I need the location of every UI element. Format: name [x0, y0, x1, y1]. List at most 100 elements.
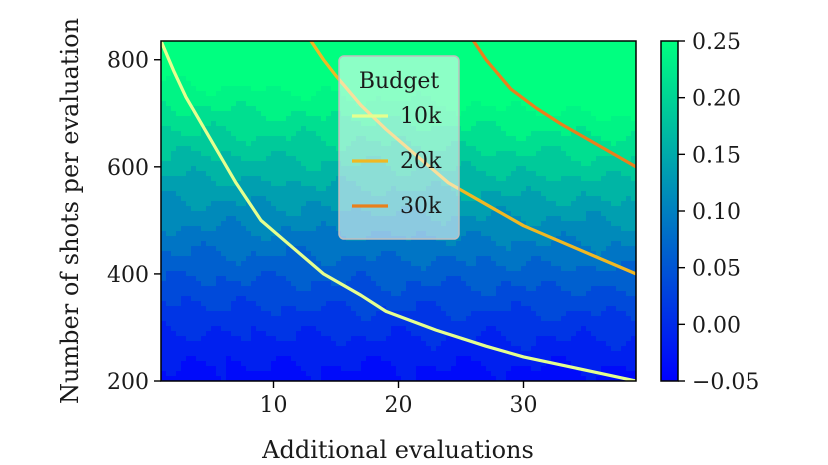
heatmap-cell — [581, 191, 587, 197]
heatmap-cell — [251, 146, 257, 152]
heatmap-cell — [431, 271, 437, 277]
heatmap-cell — [256, 146, 262, 152]
heatmap-cell — [176, 101, 182, 107]
heatmap-cell — [411, 251, 417, 257]
heatmap-cell — [231, 141, 237, 147]
heatmap-cell — [246, 266, 252, 272]
heatmap-cell — [476, 281, 482, 287]
heatmap-cell — [271, 126, 277, 132]
heatmap-cell — [281, 241, 287, 247]
heatmap-cell — [566, 281, 572, 287]
heatmap-cell — [611, 266, 617, 272]
heatmap-cell — [186, 266, 192, 272]
heatmap-cell — [171, 191, 177, 197]
heatmap-cell — [521, 141, 527, 147]
heatmap-cell — [581, 276, 587, 282]
heatmap-cell — [216, 241, 222, 247]
heatmap-cell — [516, 256, 522, 262]
heatmap-cell — [271, 156, 277, 162]
heatmap-cell — [611, 196, 617, 202]
heatmap-cell — [596, 151, 602, 157]
heatmap-cell — [221, 76, 227, 82]
heatmap-cell — [351, 271, 357, 277]
heatmap-cell — [551, 146, 557, 152]
heatmap-cell — [596, 216, 602, 222]
heatmap-cell — [236, 41, 242, 47]
heatmap-cell — [616, 121, 622, 127]
heatmap-cell — [266, 131, 272, 137]
heatmap-cell — [386, 246, 392, 252]
heatmap-cell — [206, 86, 212, 92]
heatmap-cell — [271, 116, 277, 122]
heatmap-cell — [561, 151, 567, 157]
heatmap-cell — [576, 291, 582, 297]
heatmap-cell — [601, 206, 607, 212]
heatmap-cell — [521, 166, 527, 172]
heatmap-cell — [271, 256, 277, 262]
heatmap-cell — [331, 301, 337, 307]
heatmap-cell — [596, 226, 602, 232]
heatmap-cell — [186, 111, 192, 117]
heatmap-cell — [511, 161, 517, 167]
heatmap-cell — [626, 136, 632, 142]
heatmap-cell — [326, 196, 332, 202]
heatmap-cell — [296, 266, 302, 272]
heatmap-cell — [611, 206, 617, 212]
heatmap-cell — [481, 261, 487, 267]
heatmap-cell — [561, 296, 567, 302]
heatmap-cell — [221, 71, 227, 77]
heatmap-cell — [161, 81, 167, 87]
heatmap-cell — [251, 261, 257, 267]
heatmap-cell — [191, 101, 197, 107]
heatmap-cell — [481, 86, 487, 92]
heatmap-cell — [601, 286, 607, 292]
heatmap-cell — [326, 216, 332, 222]
heatmap-cell — [511, 196, 517, 202]
heatmap-cell — [586, 186, 592, 192]
heatmap-cell — [286, 246, 292, 252]
heatmap-cell — [621, 106, 627, 112]
heatmap-cell — [536, 66, 542, 72]
heatmap-cell — [401, 41, 407, 47]
heatmap-cell — [256, 66, 262, 72]
heatmap-cell — [301, 266, 307, 272]
heatmap-cell — [241, 136, 247, 142]
heatmap-cell — [331, 266, 337, 272]
heatmap-cell — [421, 301, 427, 307]
heatmap-cell — [511, 221, 517, 227]
heatmap-cell — [521, 91, 527, 97]
heatmap-cell — [591, 66, 597, 72]
heatmap-cell — [261, 291, 267, 297]
heatmap-cell — [236, 211, 242, 217]
heatmap-cell — [196, 261, 202, 267]
heatmap-cell — [166, 201, 172, 207]
heatmap-cell — [491, 296, 497, 302]
heatmap-cell — [266, 286, 272, 292]
heatmap-cell — [566, 56, 572, 62]
heatmap-cell — [541, 41, 547, 47]
heatmap-cell — [461, 86, 467, 92]
heatmap-cell — [211, 256, 217, 262]
heatmap-cell — [551, 71, 557, 77]
heatmap-cell — [286, 111, 292, 117]
heatmap-cell — [231, 296, 237, 302]
heatmap-cell — [521, 46, 527, 52]
heatmap-cell — [216, 71, 222, 77]
heatmap-cell — [216, 206, 222, 212]
heatmap-cell — [546, 186, 552, 192]
heatmap-cell — [326, 101, 332, 107]
heatmap-cell — [191, 121, 197, 127]
heatmap-cell — [496, 201, 502, 207]
heatmap-cell — [581, 116, 587, 122]
heatmap-cell — [286, 146, 292, 152]
heatmap-cell — [611, 91, 617, 97]
heatmap-cell — [611, 231, 617, 237]
heatmap-cell — [211, 116, 217, 122]
heatmap-cell — [171, 266, 177, 272]
heatmap-cell — [236, 181, 242, 187]
heatmap-cell — [161, 111, 167, 117]
heatmap-cell — [291, 141, 297, 147]
heatmap-cell — [446, 271, 452, 277]
heatmap-cell — [466, 46, 472, 52]
heatmap-cell — [326, 246, 332, 252]
